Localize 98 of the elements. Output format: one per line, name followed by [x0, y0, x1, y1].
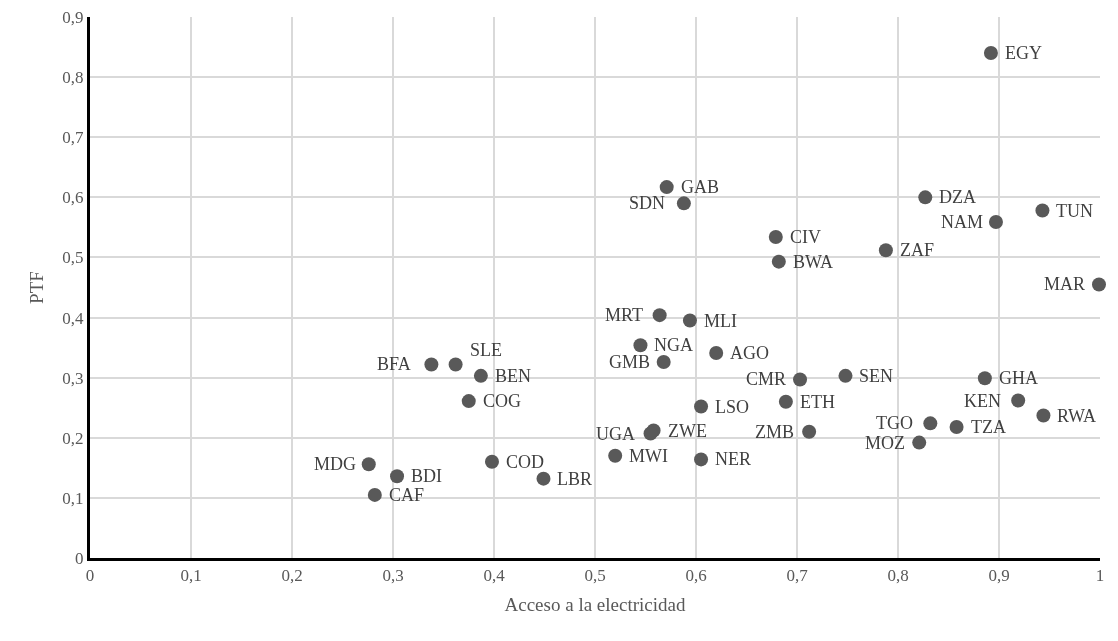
point — [367, 487, 382, 502]
annotation: TUN — [1056, 201, 1093, 221]
annotation: RWA — [1057, 406, 1097, 426]
point — [694, 399, 709, 414]
point — [988, 214, 1003, 229]
point — [361, 457, 376, 472]
point — [656, 355, 671, 370]
point — [461, 394, 476, 409]
annotation: NAM — [941, 212, 984, 232]
annotation: SEN — [859, 366, 894, 386]
x-tick-label: 0,2 — [281, 566, 303, 586]
annotation: BDI — [411, 466, 442, 486]
point — [652, 308, 667, 323]
point — [912, 435, 927, 450]
annotation: MWI — [629, 446, 668, 466]
point — [838, 368, 853, 383]
point — [1092, 277, 1106, 292]
point — [709, 346, 724, 361]
point — [983, 46, 998, 61]
point — [778, 394, 793, 409]
point — [608, 448, 623, 463]
annotation: MDG — [314, 454, 357, 474]
x-axis-title: Acceso a la electricidad — [504, 594, 686, 616]
point — [424, 357, 439, 372]
annotation: NGA — [654, 335, 693, 355]
annotation: COG — [483, 391, 522, 411]
annotation: SLE — [470, 340, 503, 360]
y-tick-label: 0 — [75, 548, 84, 568]
annotation: GAB — [681, 177, 720, 197]
y-tick-label: 0,2 — [62, 428, 84, 448]
point — [923, 416, 938, 431]
point — [390, 469, 405, 484]
point — [878, 243, 893, 258]
y-tick-label: 0,6 — [62, 188, 84, 208]
annotation: MAR — [1044, 274, 1086, 294]
annotation: SDN — [629, 193, 666, 213]
annotation: MLI — [704, 311, 737, 331]
annotation: LSO — [715, 397, 750, 417]
point — [536, 471, 551, 486]
point — [918, 190, 933, 205]
point — [448, 357, 463, 372]
annotation: EGY — [1005, 43, 1042, 63]
point — [1011, 393, 1026, 408]
annotation: CAF — [389, 485, 425, 505]
point — [676, 196, 691, 211]
point — [659, 180, 674, 195]
x-tick-label: 1 — [1095, 566, 1105, 586]
y-tick-label: 0,7 — [62, 128, 85, 148]
x-tick-label: 0,4 — [483, 566, 506, 586]
point — [977, 371, 992, 386]
point — [802, 424, 817, 439]
y-tick-label: 0,3 — [62, 368, 84, 388]
annotation: ZWE — [668, 421, 707, 441]
x-tick-label: 0,7 — [786, 566, 809, 586]
x-tick-label: 0,8 — [887, 566, 909, 586]
point — [1036, 408, 1051, 423]
annotation: ZMB — [755, 422, 795, 442]
annotation: ETH — [800, 392, 835, 412]
point — [484, 454, 499, 469]
annotation: NER — [715, 449, 751, 469]
point — [768, 230, 783, 244]
y-tick-label: 0,4 — [62, 308, 85, 328]
annotation: BEN — [495, 366, 531, 386]
point — [473, 368, 488, 383]
y-tick-label: 0,5 — [62, 248, 84, 268]
annotation: LBR — [557, 469, 593, 489]
y-tick-label: 0,9 — [62, 7, 84, 27]
y-tick-label: 0,1 — [62, 488, 84, 508]
annotation: COD — [506, 452, 545, 472]
point — [771, 254, 786, 269]
point — [793, 372, 808, 387]
annotation: GHA — [999, 368, 1038, 388]
x-tick-label: 0,1 — [180, 566, 202, 586]
point — [633, 338, 648, 353]
annotation: MOZ — [865, 433, 905, 453]
annotation: KEN — [964, 391, 1001, 411]
y-axis-title: PTF — [26, 271, 48, 304]
annotation: TGO — [876, 413, 913, 433]
annotation: DZA — [939, 187, 976, 207]
annotation: BFA — [377, 354, 411, 374]
point — [949, 419, 964, 434]
x-tick-label: 0,9 — [988, 566, 1010, 586]
point — [694, 452, 709, 467]
annotation: MRT — [605, 305, 643, 325]
annotation: ZAF — [900, 240, 935, 260]
annotation: CIV — [790, 227, 821, 247]
y-tick-label: 0,8 — [62, 68, 84, 88]
annotation: CMR — [746, 369, 787, 389]
x-tick-label: 0,5 — [584, 566, 606, 586]
annotation: GMB — [609, 352, 651, 372]
x-tick-label: 0,6 — [685, 566, 707, 586]
x-tick-label: 0,3 — [382, 566, 404, 586]
point — [1035, 203, 1050, 218]
annotation: BWA — [793, 252, 833, 272]
point — [682, 313, 697, 328]
annotation: TZA — [971, 417, 1006, 437]
annotation: AGO — [730, 343, 769, 363]
annotation: UGA — [596, 424, 635, 444]
